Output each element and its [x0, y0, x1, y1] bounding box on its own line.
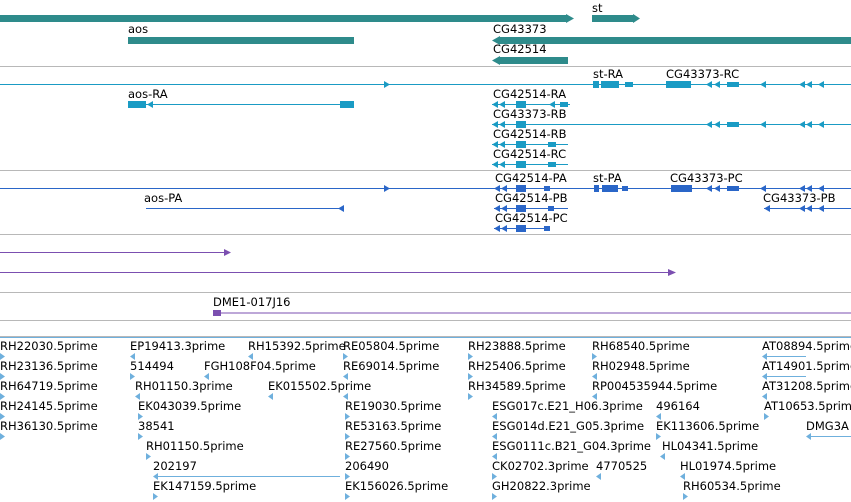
gene-label-st[interactable]: st: [592, 1, 603, 15]
gene-arrow: [492, 36, 500, 45]
est-label[interactable]: AT08894.5prime: [762, 339, 851, 353]
est-label[interactable]: RH23136.5prime: [0, 359, 98, 373]
est-label[interactable]: RH23888.5prime: [468, 339, 566, 353]
protein-label-cg42514-pa[interactable]: CG42514-PA: [495, 171, 567, 185]
est-label[interactable]: EK156026.5prime: [345, 479, 449, 493]
est-label[interactable]: 514494: [130, 359, 174, 373]
transcript-label-cg42514-ra[interactable]: CG42514-RA: [493, 87, 567, 101]
gene-track-glyphs: [0, 14, 851, 65]
transcript-label-cg43373-rb[interactable]: CG43373-RB: [493, 107, 567, 121]
protein-label-cg43373-pb[interactable]: CG43373-PB: [763, 191, 836, 205]
est-label[interactable]: RH60534.5prime: [683, 479, 781, 493]
est-label[interactable]: RH22030.5prime: [0, 339, 98, 353]
est-label[interactable]: DMG3A: [806, 419, 849, 433]
gene-arrow: [492, 56, 500, 65]
transcript-label-cg43373-rc[interactable]: CG43373-RC: [666, 67, 740, 81]
est-label[interactable]: EK147159.5prime: [153, 479, 257, 493]
est-label[interactable]: AT14901.5prime: [762, 359, 851, 373]
est-label[interactable]: RH01150.5prime: [146, 439, 244, 453]
clone-label-dme1-017j16[interactable]: DME1-017J16: [213, 295, 291, 309]
est-label[interactable]: HL01974.5prime: [680, 459, 777, 473]
track-separator: [0, 336, 851, 337]
est-label[interactable]: RH68540.5prime: [592, 339, 690, 353]
transcript-label-st-ra[interactable]: st-RA: [593, 67, 624, 81]
est-label[interactable]: RH64719.5prime: [0, 379, 98, 393]
protein-label-cg42514-pc[interactable]: CG42514-PC: [495, 211, 568, 225]
gene-label-aos[interactable]: aos: [128, 22, 149, 36]
est-label[interactable]: RE05804.5prime: [343, 339, 440, 353]
est-label[interactable]: FGH108F04.5prime: [204, 359, 316, 373]
gene-arrow: [566, 14, 574, 23]
protein-label-cg42514-pb[interactable]: CG42514-PB: [495, 191, 568, 205]
est-label[interactable]: CK02702.3prime: [492, 459, 589, 473]
est-label[interactable]: 202197: [153, 459, 197, 473]
est-label[interactable]: 38541: [138, 419, 175, 433]
est-label[interactable]: 4770525: [596, 459, 648, 473]
est-label[interactable]: RH02948.5prime: [592, 359, 690, 373]
est-track-glyphs: [0, 337, 851, 500]
est-label[interactable]: RH36130.5prime: [0, 419, 98, 433]
protein-label-cg43373-pc[interactable]: CG43373-PC: [670, 171, 743, 185]
transcript-track-glyphs: [0, 81, 851, 168]
est-label[interactable]: EK015502.5prime: [268, 379, 372, 393]
gene-label-cg42514[interactable]: CG42514: [493, 42, 547, 56]
est-label[interactable]: AT31208.5prime: [762, 379, 851, 393]
gene-bar-cg43373[interactable]: [500, 37, 851, 44]
est-label[interactable]: AT10653.5prime: [764, 399, 851, 413]
est-label[interactable]: ESG014d.E21_G05.3prime: [492, 419, 645, 433]
protein-track-glyphs: [0, 185, 851, 232]
est-label[interactable]: RH34589.5prime: [468, 379, 566, 393]
track-separator: [0, 66, 851, 67]
est-label[interactable]: EK043039.5prime: [138, 399, 242, 413]
gene-bar-cg42514[interactable]: [500, 57, 568, 64]
clone-track-glyphs: [0, 249, 851, 316]
gene-bar-st[interactable]: [592, 15, 633, 22]
est-label[interactable]: 496164: [656, 399, 700, 413]
est-label[interactable]: RE53163.5prime: [345, 419, 442, 433]
transcript-label-cg42514-rb[interactable]: CG42514-RB: [493, 127, 567, 141]
est-label[interactable]: RE19030.5prime: [345, 399, 442, 413]
track-separator: [0, 320, 851, 321]
est-label[interactable]: RH25406.5prime: [468, 359, 566, 373]
est-label[interactable]: RP004535944.5prime: [592, 379, 718, 393]
est-label[interactable]: RH15392.5prime: [248, 339, 346, 353]
clone-bar-dme1[interactable]: [213, 310, 221, 316]
est-label[interactable]: ESG0111c.B21_G04.3prime: [492, 439, 652, 453]
est-label[interactable]: RH01150.3prime: [135, 379, 233, 393]
gene-bar-aos[interactable]: [128, 37, 354, 44]
gene-bar-left[interactable]: [0, 15, 566, 22]
transcript-arrow: [384, 81, 390, 88]
track-separator: [0, 234, 851, 235]
est-label[interactable]: HL04341.5prime: [662, 439, 759, 453]
est-label[interactable]: EK113606.5prime: [656, 419, 760, 433]
est-label[interactable]: RE27560.5prime: [345, 439, 442, 453]
est-label[interactable]: ESG017c.E21_H06.3prime: [492, 399, 643, 413]
est-label[interactable]: EP19413.3prime: [130, 339, 226, 353]
est-label[interactable]: RE69014.5prime: [343, 359, 440, 373]
est-label[interactable]: 206490: [345, 459, 389, 473]
transcript-label-cg42514-rc[interactable]: CG42514-RC: [493, 147, 567, 161]
est-label[interactable]: RH24145.5prime: [0, 399, 98, 413]
est-label[interactable]: GH20822.3prime: [492, 479, 591, 493]
protein-label-st-pa[interactable]: st-PA: [593, 171, 622, 185]
gene-label-cg43373[interactable]: CG43373: [493, 22, 547, 36]
track-separator: [0, 292, 851, 293]
track-separator: [0, 170, 851, 171]
transcript-label-aos-ra[interactable]: aos-RA: [128, 87, 168, 101]
protein-label-aos-pa[interactable]: aos-PA: [144, 191, 183, 205]
gene-arrow: [633, 14, 640, 23]
